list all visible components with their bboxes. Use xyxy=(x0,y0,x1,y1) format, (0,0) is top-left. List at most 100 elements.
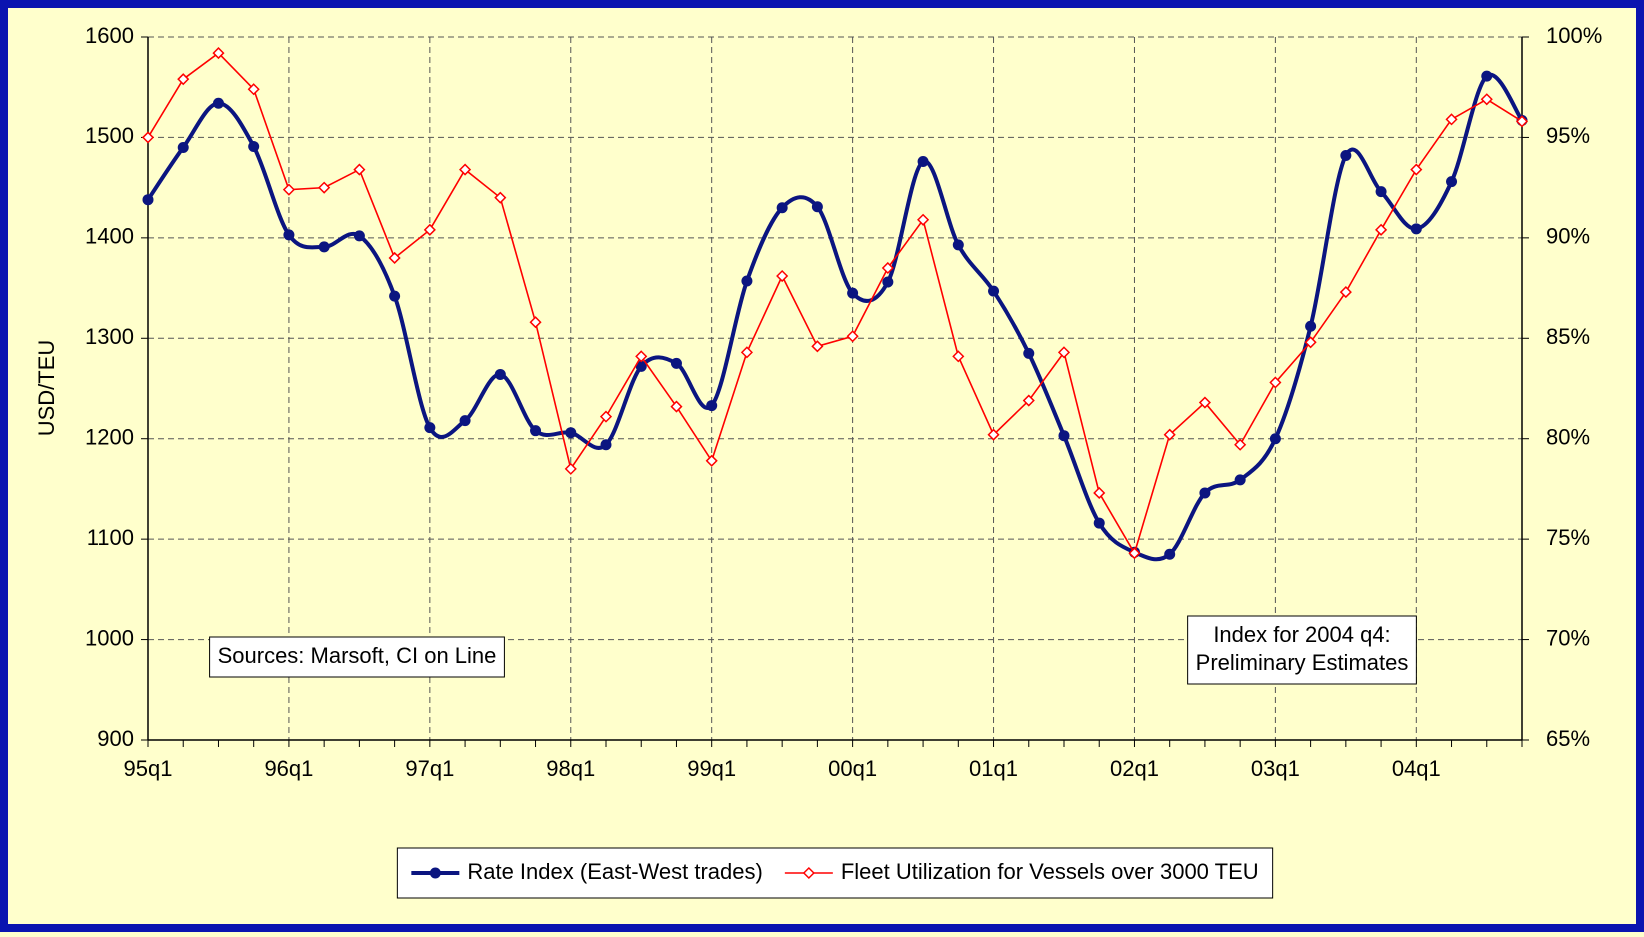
data-point xyxy=(1022,394,1035,407)
data-point xyxy=(1339,286,1352,299)
data-point xyxy=(1198,396,1211,409)
legend-item: Rate Index (East-West trades) xyxy=(411,859,763,884)
data-point xyxy=(177,141,189,153)
data-point xyxy=(1446,176,1458,188)
data-point xyxy=(1410,223,1422,235)
data-point xyxy=(706,400,718,412)
legend: Rate Index (East-West trades) Fleet Utili… xyxy=(396,847,1274,899)
data-point xyxy=(529,316,542,329)
data-point xyxy=(353,163,366,176)
data-point xyxy=(247,83,260,96)
data-point xyxy=(423,223,436,236)
data-point xyxy=(1093,486,1106,500)
y-tick-label: 900 xyxy=(97,726,134,751)
data-point xyxy=(283,229,295,241)
data-point xyxy=(282,183,295,196)
annotation-box xyxy=(209,636,505,678)
data-point xyxy=(212,97,224,109)
y2-tick-label: 70% xyxy=(1546,625,1590,650)
data-point xyxy=(1305,320,1317,332)
data-point xyxy=(776,269,789,283)
legend-label: Fleet Utilization for Vessels over 3000 … xyxy=(841,859,1259,884)
x-tick-label: 01q1 xyxy=(969,756,1018,781)
data-point xyxy=(1234,474,1246,486)
data-point xyxy=(987,428,1000,441)
y2-tick-label: 75% xyxy=(1546,525,1590,550)
data-point xyxy=(1058,430,1070,442)
y2-tick-label: 85% xyxy=(1546,324,1590,349)
data-point xyxy=(670,357,682,369)
x-tick-label: 96q1 xyxy=(264,756,313,781)
data-point xyxy=(424,422,436,434)
y2-tick-label: 95% xyxy=(1546,123,1590,148)
data-point xyxy=(142,194,154,206)
y-tick-label: 1100 xyxy=(87,525,134,550)
data-point xyxy=(1234,438,1247,451)
y2-tick-label: 100% xyxy=(1546,23,1602,48)
y2-tick-label: 90% xyxy=(1546,224,1590,249)
data-point xyxy=(811,340,824,353)
data-point xyxy=(670,400,683,413)
data-point xyxy=(811,201,823,213)
y-tick-label: 1400 xyxy=(85,224,134,249)
x-tick-label: 98q1 xyxy=(546,756,595,781)
data-point xyxy=(564,462,577,475)
y-tick-label: 1000 xyxy=(85,625,134,650)
series-line xyxy=(147,52,1523,556)
legend-marker xyxy=(802,866,815,880)
annotation-text: Index for 2004 q4: xyxy=(1213,622,1390,647)
data-point xyxy=(1375,223,1388,236)
data-point xyxy=(318,241,330,253)
data-point xyxy=(882,276,894,288)
data-point xyxy=(740,346,753,359)
data-point xyxy=(776,202,788,214)
data-point xyxy=(1480,93,1493,106)
data-point xyxy=(600,439,612,451)
data-point xyxy=(1269,433,1281,445)
data-point xyxy=(1163,428,1176,441)
data-point xyxy=(389,290,401,302)
data-point xyxy=(318,181,331,194)
data-point xyxy=(494,368,506,380)
legend-label: Rate Index (East-West trades) xyxy=(467,859,763,884)
data-point xyxy=(1410,163,1423,176)
data-point xyxy=(459,163,472,176)
data-point xyxy=(1269,376,1282,389)
x-tick-label: 00q1 xyxy=(828,756,877,781)
legend-marker xyxy=(429,867,441,879)
data-point xyxy=(1445,113,1458,126)
data-point xyxy=(917,156,929,168)
data-point xyxy=(846,330,859,343)
data-point xyxy=(952,239,964,251)
x-tick-label: 97q1 xyxy=(405,756,454,781)
annotation-box xyxy=(1187,615,1417,685)
data-point xyxy=(1199,487,1211,499)
data-point xyxy=(705,454,718,467)
data-point xyxy=(635,350,648,363)
data-point xyxy=(177,73,190,86)
y2-tick-label: 65% xyxy=(1546,726,1590,751)
data-point xyxy=(952,350,965,363)
data-point xyxy=(635,360,647,372)
data-point xyxy=(212,47,225,60)
data-point xyxy=(1093,517,1105,529)
data-point xyxy=(881,261,894,275)
legend-item: Fleet Utilization for Vessels over 3000 … xyxy=(784,859,1259,884)
x-tick-label: 99q1 xyxy=(687,756,736,781)
data-point xyxy=(847,287,859,299)
data-point xyxy=(1023,347,1035,359)
data-point xyxy=(141,131,155,144)
x-tick-label: 03q1 xyxy=(1251,756,1300,781)
x-tick-label: 95q1 xyxy=(124,756,173,781)
data-point xyxy=(988,285,1000,297)
y-axis-label: USD/TEU xyxy=(34,340,59,437)
annotation: Index for 2004 q4: Preliminary Estimates xyxy=(1187,615,1417,685)
annotation-text: Preliminary Estimates xyxy=(1196,650,1409,675)
data-point xyxy=(565,427,577,439)
data-point xyxy=(599,410,613,423)
data-point xyxy=(1481,70,1493,82)
data-point xyxy=(1164,548,1176,560)
data-point xyxy=(917,213,930,226)
